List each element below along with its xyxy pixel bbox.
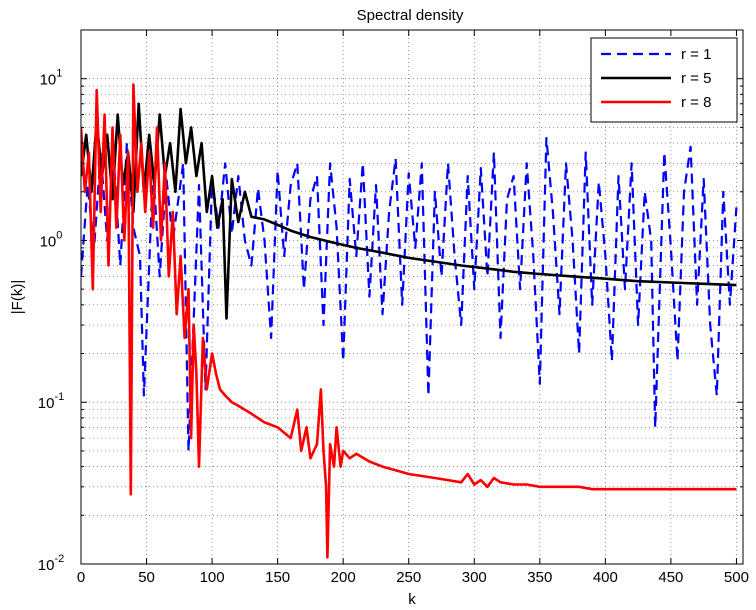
legend-box bbox=[590, 37, 738, 123]
legend: r = 1 r = 5 r = 8 bbox=[590, 37, 738, 123]
series-line-r-1 bbox=[81, 136, 738, 452]
y-axis-label: |F(k)| bbox=[9, 280, 26, 314]
x-tick-label: 100 bbox=[200, 569, 225, 586]
x-tick-label: 50 bbox=[138, 569, 155, 586]
series-line-r-5 bbox=[81, 102, 737, 320]
x-tick-label: 500 bbox=[724, 569, 749, 586]
chart-title: Spectral density bbox=[357, 7, 464, 24]
plot-frame bbox=[80, 29, 744, 565]
x-axis-label: k bbox=[408, 591, 416, 608]
x-tick-label: 200 bbox=[331, 569, 356, 586]
x-tick-label: 300 bbox=[462, 569, 487, 586]
y-tick-label: 100 bbox=[40, 229, 63, 250]
y-tick-label: 10-2 bbox=[38, 553, 64, 574]
series-line-r-8 bbox=[81, 83, 737, 559]
ticks: 0 50 100 150 200 250 300 350 400 450 500 10-2 10-1 10… bbox=[38, 29, 749, 586]
legend-label: r = 8 bbox=[681, 94, 711, 111]
x-tick-label: 150 bbox=[265, 569, 290, 586]
x-tick-label: 0 bbox=[77, 569, 85, 586]
y-tick-label: 10-1 bbox=[38, 391, 64, 412]
x-tick-label: 450 bbox=[658, 569, 683, 586]
series-layer bbox=[81, 83, 738, 559]
x-tick-label: 350 bbox=[527, 569, 552, 586]
legend-label: r = 1 bbox=[681, 46, 711, 63]
legend-label: r = 5 bbox=[681, 70, 711, 87]
x-tick-label: 250 bbox=[396, 569, 421, 586]
y-tick-label: 101 bbox=[40, 68, 63, 89]
x-tick-label: 400 bbox=[593, 569, 618, 586]
